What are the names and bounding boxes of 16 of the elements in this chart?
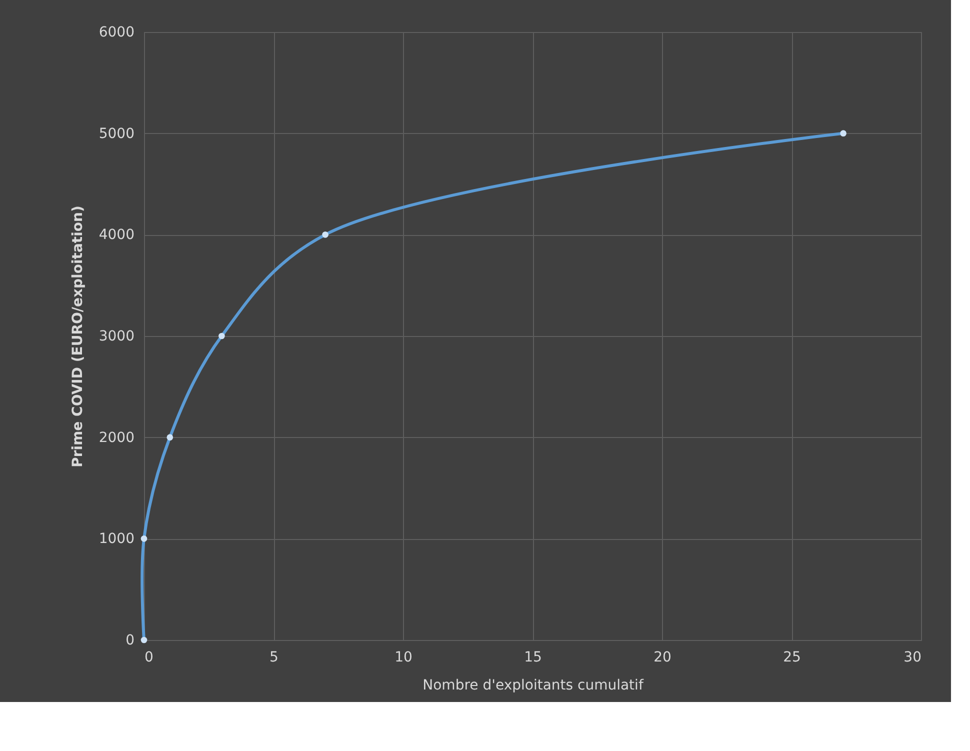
- x-tick-label: 10: [394, 650, 412, 666]
- y-tick-label: 2000: [98, 430, 134, 446]
- y-tick-label: 5000: [98, 126, 134, 142]
- x-tick-label: 30: [904, 650, 922, 666]
- y-tick-label: 0: [126, 632, 134, 648]
- x-tick-label: 0: [144, 650, 154, 666]
- y-tick-label: 3000: [98, 328, 134, 344]
- x-axis-title: Nombre d'exploitants cumulatif: [422, 678, 644, 694]
- y-tick-label: 1000: [98, 531, 134, 548]
- y-tick-label: 6000: [98, 24, 134, 40]
- x-tick-label: 20: [654, 650, 672, 666]
- x-tick-label: 5: [270, 650, 278, 666]
- x-tick-label: 25: [783, 650, 801, 666]
- x-tick-label: 15: [524, 650, 542, 666]
- y-tick-label: 4000: [98, 227, 134, 244]
- y-axis-title: Prime COVID (EURO/exploitation): [70, 206, 86, 468]
